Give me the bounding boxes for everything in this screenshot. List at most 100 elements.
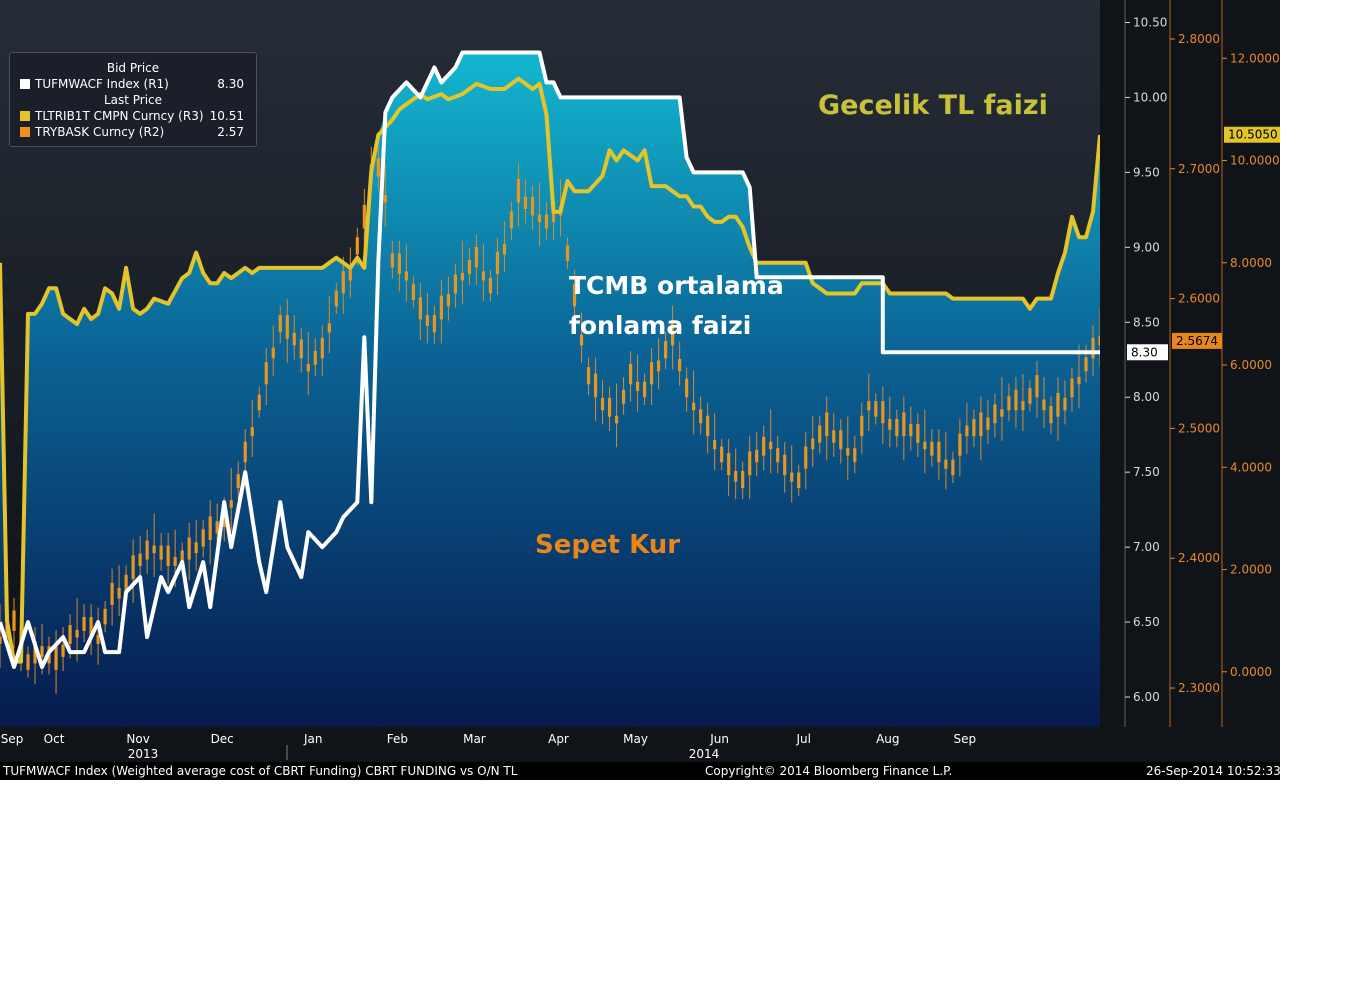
x-tick-label: Jan <box>303 732 323 746</box>
basket-candle <box>271 347 275 359</box>
basket-candle <box>215 521 219 534</box>
tick-r2-label: 2.8000 <box>1178 32 1220 46</box>
legend-header-last: Last Price <box>103 93 163 107</box>
basket-candle <box>776 448 780 463</box>
legend-item-tltrib1t: TLTRIB1T CMPN Curncy (R3) 10.51 <box>10 108 256 124</box>
basket-candle <box>713 440 717 450</box>
basket-candle <box>103 608 107 625</box>
basket-candle <box>699 409 703 424</box>
tick-r1-label: 6.00 <box>1133 690 1160 704</box>
basket-candle <box>12 610 16 631</box>
basket-candle <box>278 315 282 333</box>
basket-candle <box>397 253 401 274</box>
basket-candle <box>664 341 668 359</box>
basket-candle <box>523 196 528 210</box>
tick-r3-label: 0.0000 <box>1230 665 1272 679</box>
basket-candle <box>334 290 338 307</box>
basket-candle <box>439 295 444 320</box>
basket-candle <box>61 644 65 657</box>
legend-swatch-white <box>20 79 30 89</box>
basket-candle <box>89 616 93 638</box>
basket-candle <box>1084 357 1088 372</box>
basket-candle <box>411 284 415 300</box>
basket-candle <box>607 397 612 417</box>
basket-candle <box>390 253 394 268</box>
tick-r3-label: 6.0000 <box>1230 358 1272 372</box>
x-tick-label: Aug <box>876 732 899 746</box>
basket-candle <box>1070 378 1074 398</box>
basket-candle <box>404 271 408 281</box>
legend-label: TRYBASK Curncy (R2) <box>35 125 165 139</box>
x-tick-label: Oct <box>44 732 65 746</box>
basket-candle <box>818 425 822 443</box>
basket-candle <box>425 315 429 326</box>
basket-candle <box>832 430 836 443</box>
basket-candle <box>860 415 864 437</box>
basket-candle <box>264 362 268 385</box>
x-tick-label: May <box>623 732 648 746</box>
basket-candle <box>741 470 745 489</box>
basket-candle <box>783 454 787 476</box>
basket-candle <box>565 245 570 261</box>
legend-header-bid: Bid Price <box>106 61 160 75</box>
basket-candle <box>734 470 738 482</box>
basket-candle <box>944 459 948 469</box>
basket-candle <box>706 415 710 437</box>
basket-candle <box>229 500 233 508</box>
basket-candle <box>236 474 240 489</box>
basket-candle <box>131 555 135 580</box>
basket-candle <box>593 373 598 398</box>
last-value-r3-text: 10.5050 <box>1228 128 1278 142</box>
legend-value: 2.57 <box>217 125 244 139</box>
x-year-label: 2013 <box>128 747 159 761</box>
basket-candle <box>292 332 296 346</box>
basket-candle <box>951 459 955 476</box>
basket-candle <box>243 441 247 463</box>
x-tick-label: Sep <box>954 732 977 746</box>
annotation-basket-rate: Sepet Kur <box>535 530 681 560</box>
legend-item-trybask: TRYBASK Curncy (R2) 2.57 <box>10 124 256 140</box>
tick-r2-label: 2.4000 <box>1178 551 1220 565</box>
basket-candle <box>299 339 303 359</box>
basket-candle <box>432 315 436 333</box>
legend-swatch-orange <box>20 127 30 137</box>
footer-bar: TUFMWACF Index (Weighted average cost of… <box>0 762 1281 780</box>
basket-candle <box>888 418 892 430</box>
basket-candle <box>257 394 261 411</box>
basket-candle <box>481 271 486 281</box>
basket-candle <box>180 550 184 567</box>
chart-legend: Bid Price TUFMWACF Index (R1) 8.30 Last … <box>9 52 257 147</box>
basket-candle <box>306 363 310 372</box>
basket-candle <box>96 634 100 644</box>
footer-copyright: Copyright© 2014 Bloomberg Finance L.P. <box>705 764 953 778</box>
basket-candle <box>993 404 997 424</box>
tick-r1-label: 9.00 <box>1133 240 1160 254</box>
basket-candle <box>285 315 289 339</box>
basket-candle <box>26 654 30 670</box>
basket-candle <box>1077 376 1081 385</box>
basket-candle <box>902 412 906 437</box>
tick-r2-label: 2.5000 <box>1178 421 1220 435</box>
x-tick-label: Apr <box>548 732 569 746</box>
basket-candle <box>586 367 591 385</box>
basket-candle <box>313 350 317 365</box>
tick-r1-label: 8.50 <box>1133 315 1160 329</box>
x-tick-label: Jul <box>795 732 810 746</box>
basket-candle <box>348 269 352 281</box>
basket-candle <box>383 195 387 203</box>
basket-candle <box>327 323 331 333</box>
basket-candle <box>152 545 156 554</box>
basket-candle <box>376 157 380 177</box>
legend-value: 8.30 <box>217 77 244 91</box>
legend-label: TUFMWACF Index (R1) <box>35 77 169 91</box>
basket-candle <box>1014 389 1018 411</box>
area-fill <box>0 52 1100 727</box>
last-value-r3-box <box>1224 126 1280 143</box>
basket-candle <box>579 334 584 346</box>
basket-candle <box>138 553 142 567</box>
x-tick-label: Dec <box>211 732 234 746</box>
basket-candle <box>418 297 422 320</box>
basket-candle <box>909 423 913 437</box>
overnight-rate-line <box>0 76 1100 664</box>
